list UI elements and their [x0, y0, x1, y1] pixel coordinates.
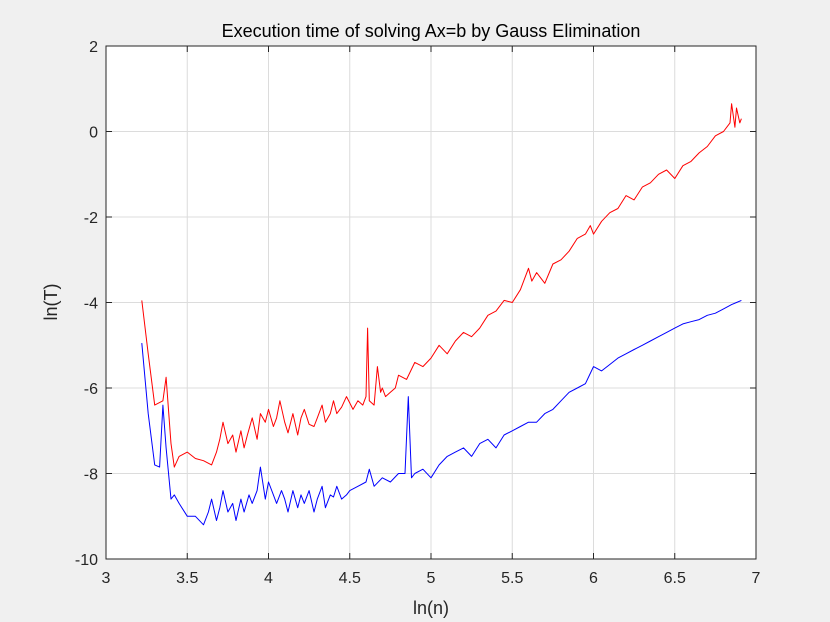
chart-title: Execution time of solving Ax=b by Gauss …: [222, 21, 641, 41]
x-tick-label: 3: [102, 570, 111, 587]
x-tick-label: 3.5: [176, 570, 198, 587]
x-tick-label: 5: [427, 570, 436, 587]
x-axis-label: ln(n): [413, 598, 449, 618]
series-line-blue: [141, 299, 742, 526]
y-tick-label: -10: [75, 552, 98, 569]
x-tick-label: 6.5: [664, 570, 686, 587]
x-tick-label: 4.5: [339, 570, 361, 587]
y-axis-label: ln(T): [41, 284, 61, 321]
ticks: 3 3.5 4 4.5 5 5.5 6 6.5 7 -10 -8 -6 -4 -2 0 2: [75, 39, 761, 587]
series-line-red: [141, 103, 742, 468]
y-tick-label: -4: [84, 296, 98, 313]
x-tick-label: 7: [752, 570, 761, 587]
y-tick-label: -6: [84, 381, 98, 398]
x-tick-label: 4: [264, 570, 273, 587]
y-tick-label: 0: [89, 125, 98, 142]
y-tick-label: -2: [84, 210, 98, 227]
y-tick-label: 2: [89, 39, 98, 56]
x-tick-label: 6: [589, 570, 598, 587]
x-tick-label: 5.5: [501, 570, 523, 587]
y-tick-label: -8: [84, 467, 98, 484]
series-layer: [141, 103, 742, 526]
